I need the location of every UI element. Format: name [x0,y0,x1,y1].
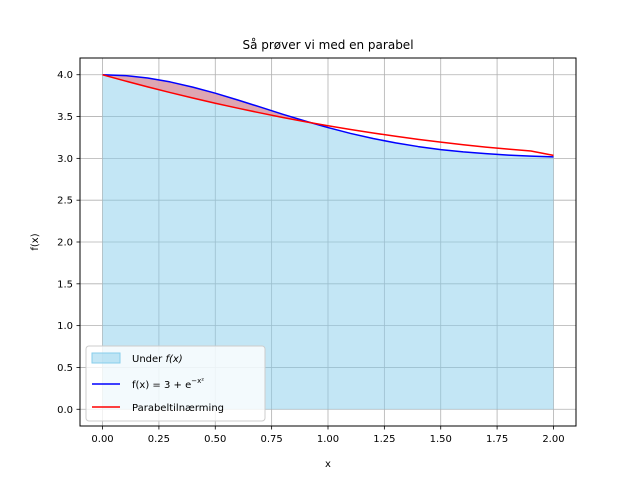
y-tick-label: 3.5 [57,112,73,123]
x-tick-label: 0.75 [261,434,283,445]
line-layer [102,73,554,158]
y-tick-label: 4.0 [57,70,73,81]
y-tick-label: 1.5 [57,279,73,290]
legend-label-parabel: Parabeltilnærming [132,403,224,414]
x-tick-label: 1.75 [486,434,508,445]
y-axis-label: f(x) [30,233,41,250]
x-axis-ticks: 0.00 0.25 0.50 0.75 1.00 1.25 1.50 1.75 2.00 [91,426,565,445]
area-under-f [102,74,554,410]
legend-label-under: Under f(x) [132,354,183,365]
x-tick-label: 1.50 [430,434,452,445]
plot-area [79,57,577,427]
x-tick-label: 0.25 [148,434,170,445]
legend: Under f(x) f(x) = 3 + e−x² Parabeltilnær… [85,345,266,422]
parabel-line [102,74,554,157]
y-tick-label: 0.0 [57,405,73,416]
legend-label-f: f(x) = 3 + e−x² [132,377,204,391]
y-axis-ticks: 0.0 0.5 1.0 1.5 2.0 2.5 3.0 3.5 4.0 [57,70,80,416]
x-tick-label: 2.00 [542,434,564,445]
y-tick-label: 2.0 [57,238,73,249]
x-tick-label: 0.50 [204,434,226,445]
y-tick-label: 0.5 [57,363,73,374]
legend-swatch-under [91,352,121,364]
legend-box [85,345,266,422]
x-axis-label: x [325,459,331,470]
x-tick-label: 1.25 [373,434,395,445]
x-tick-label: 1.00 [317,434,339,445]
difference-area [102,74,328,128]
f-line [102,73,554,158]
fill-layer [102,74,554,410]
chart-title: Så prøver vi med en parabel [242,38,413,52]
y-tick-label: 3.0 [57,154,73,165]
x-tick-label: 0.00 [91,434,113,445]
y-tick-label: 2.5 [57,196,73,207]
y-tick-label: 1.0 [57,321,73,332]
